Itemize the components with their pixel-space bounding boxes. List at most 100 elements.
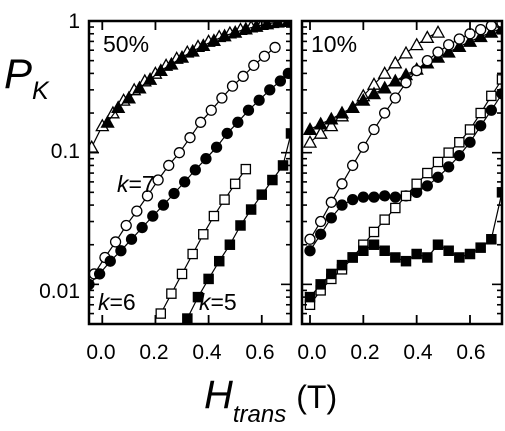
panel-50-series-3-circle-filled-point-3 xyxy=(115,245,127,257)
panel-50-series-3-circle-filled-point-8 xyxy=(168,187,180,200)
panel-10-series-5-square-filled-point-14 xyxy=(454,252,465,263)
panel-10-series-3-circle-filled-point-6 xyxy=(368,191,380,203)
panel-50-series-3-circle-filled-point-9 xyxy=(179,176,191,188)
panel-10-series-2-circle-open-point-16 xyxy=(475,23,487,36)
panel-50-series-3-circle-filled-point-4 xyxy=(125,233,138,245)
panel-10-series-2-circle-open-point-13 xyxy=(443,39,455,51)
annotation-k5-suffix: =5 xyxy=(211,289,237,315)
panel-10-series-3-circle-filled-point-1 xyxy=(315,228,327,240)
panel-50-series-3-circle-filled-point-16 xyxy=(253,94,265,106)
panel-10-series-1-triangle-filled-point-13 xyxy=(441,44,456,58)
panel-10-series-0-triangle-open-point-8 xyxy=(388,55,403,69)
panel-10-series-2-circle-open-point-6 xyxy=(368,123,380,136)
panel-50-series-5-square-filled-point-3 xyxy=(213,255,225,267)
panel-10-series-1-triangle-filled-point-14 xyxy=(452,39,467,52)
panel-10-series-5-square-filled-point-5 xyxy=(358,245,369,256)
panel-50-series-1-triangle-filled-point-14 xyxy=(249,21,264,32)
panel-10-series-1-triangle-filled-point-1 xyxy=(313,116,328,130)
panel-10-series-0-triangle-open-point-12 xyxy=(430,24,446,38)
panel-10-series-3-circle-filled-point-0 xyxy=(304,245,316,257)
y-axis-subscript: K xyxy=(32,77,50,105)
panel-50-series-1-triangle-filled-point-8 xyxy=(185,43,200,57)
y-tick-label-0-1: 0.1 xyxy=(51,140,80,163)
annotation-k6: k=6 xyxy=(98,289,136,315)
y-axis-title: PK xyxy=(4,50,50,105)
panel-50-x-tick-label-0-2: 0.2 xyxy=(139,341,168,364)
panel-10-series-4-square-open-point-9 xyxy=(400,190,412,202)
panel-10-series-5-square-filled-point-15 xyxy=(464,248,476,260)
panel-50-series-5-square-filled-point-7 xyxy=(256,189,268,200)
panel-50-series-1-triangle-filled-point-5 xyxy=(153,63,168,77)
panel-50-series-1-triangle-filled-point-11 xyxy=(217,28,232,42)
panel-50-series-1-triangle-filled-point-10 xyxy=(206,33,222,47)
panel-50-label: 50% xyxy=(103,31,149,57)
panel-10-series-5-square-filled-point-10 xyxy=(411,248,422,260)
panel-10-series-1-triangle-filled-point-16 xyxy=(473,29,488,43)
panel-50-series-3-circle-filled-point-7 xyxy=(157,199,170,211)
annotation-k7: k=7 xyxy=(117,171,155,197)
panel-50-series-1-triangle-filled-point-9 xyxy=(196,38,211,52)
panel-50-series-3-circle-filled-point-5 xyxy=(136,221,148,234)
panel-10-series-5-square-filled-point-16 xyxy=(475,242,486,253)
panel-50-series-2-circle-open-point-10 xyxy=(194,116,207,128)
panel-10-series-2-circle-open-point-5 xyxy=(357,141,369,153)
y-axis-symbol: P xyxy=(4,50,32,97)
panel-10-series-1-triangle-filled-point-8 xyxy=(388,73,403,87)
panel-50-series-2-circle-open-point-15 xyxy=(248,59,260,72)
panel-10-series-2-circle-open-point-4 xyxy=(347,159,359,172)
panel-50-series-3-circle-filled-point-13 xyxy=(221,127,233,140)
panel-10-series-2-circle-open-point-15 xyxy=(464,28,476,40)
panel-10-series-4-square-open-point-11 xyxy=(422,167,433,179)
panel-50-series-1-triangle-filled-point-12 xyxy=(228,24,243,38)
panel-10-x-tick-label-0-2: 0.2 xyxy=(350,341,379,364)
panel-10-series-2-circle-open-point-0 xyxy=(304,233,316,245)
panel-50-series-2-circle-open-point-7 xyxy=(163,159,175,172)
panel-50-series-1-triangle-filled-point-1 xyxy=(111,100,126,114)
x-axis-title: Htrans (T) xyxy=(204,373,337,428)
panel-50-series-5-square-filled-point-6 xyxy=(245,204,257,215)
panel-50-series-1-triangle-filled-point-7 xyxy=(174,49,190,63)
panel-50-series-1-triangle-filled-point-3 xyxy=(132,80,147,94)
panel-50-series-2-circle-open-point-5 xyxy=(141,190,154,202)
panel-10-series-1-triangle-filled-point-6 xyxy=(366,86,382,100)
panel-10-series-3-circle-filled-point-14 xyxy=(453,149,465,162)
panel-10-series-3-circle-filled-point-5 xyxy=(357,191,369,203)
panel-10-series-3-circle-filled-point-13 xyxy=(443,161,455,173)
panel-50-series-3-circle-filled-point-14 xyxy=(232,116,244,128)
panel-50-x-tick-label-0-4: 0.4 xyxy=(192,341,222,364)
panel-50-series-2-circle-open-point-4 xyxy=(131,205,143,217)
panel-10-series-5-square-filled-point-7 xyxy=(379,245,390,256)
panel-50-series-1-triangle-filled-point-13 xyxy=(238,21,253,35)
panel-50-series-1-triangle-filled-point-4 xyxy=(142,72,158,85)
panel-10-series-3-circle-filled-point-15 xyxy=(464,136,476,148)
panel-50-series-5-square-filled-point-1 xyxy=(192,291,204,303)
panel-10-series-2-circle-open-point-8 xyxy=(389,92,401,104)
panel-50-series-4-square-open-point-8 xyxy=(240,163,252,175)
panel-10-series-4-square-open-point-7 xyxy=(379,214,390,225)
panel-10-series-2-circle-open-point-14 xyxy=(453,33,465,45)
panel-50-series-1-triangle-filled-point-15 xyxy=(259,21,275,30)
panel-10-series-2-circle-open-point-1 xyxy=(315,215,327,228)
panel-10-series-5-square-filled-point-3 xyxy=(336,259,348,271)
panel-10-series-5-square-filled-point-11 xyxy=(422,252,433,263)
panel-50-x-tick-label-0-6: 0.6 xyxy=(245,341,274,364)
panel-50-series-5-square-filled-point-4 xyxy=(224,239,236,250)
panel-50-series-4-square-open-point-3 xyxy=(187,248,198,260)
panel-10-series-1-triangle-filled-point-17 xyxy=(484,24,499,38)
panel-50-series-3-circle-filled-point-10 xyxy=(189,164,201,176)
annotation-k6-suffix: =6 xyxy=(110,289,136,315)
panel-50-series-2-circle-open-point-6 xyxy=(152,174,164,186)
panel-10-series-2-circle-open-point-9 xyxy=(400,77,412,89)
panel-50-series-1-triangle-filled-point-2 xyxy=(121,90,137,104)
panel-10-x-tick-label-0-0: 0.0 xyxy=(297,341,326,364)
panel-10-series-3-circle-filled-point-17 xyxy=(485,104,497,116)
annotation-k7-prefix: k xyxy=(117,171,130,197)
panel-50-series-3-circle-filled-point-12 xyxy=(210,141,223,153)
panel-50-series-4-square-open-point-4 xyxy=(198,229,209,240)
panel-10-series-0-triangle-open-point-1 xyxy=(313,126,328,139)
panel-50-series-4-square-open-point-6 xyxy=(219,194,230,205)
panel-10-series-4-square-open-point-13 xyxy=(443,147,454,158)
panel-10-series-3-circle-filled-point-11 xyxy=(421,180,433,192)
panel-10-series-1-triangle-filled-point-7 xyxy=(377,80,392,94)
